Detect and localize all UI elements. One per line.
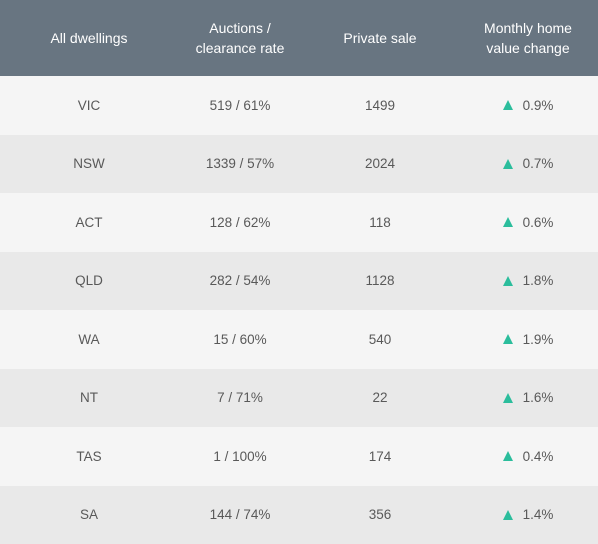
triangle-up-icon	[502, 509, 513, 520]
state-cell: QLD	[75, 273, 103, 289]
value-change-cell: 1.6%	[458, 390, 598, 406]
value-change-cell: 0.6%	[458, 215, 598, 231]
auctions-cell: 282 / 54%	[209, 273, 271, 289]
triangle-up-icon	[502, 100, 513, 110]
state-cell: SA	[79, 507, 98, 523]
value-change-cell: 0.7%	[458, 156, 598, 172]
table-row: TAS 1 / 100% 174 0.4%	[0, 427, 598, 486]
value-change-text: 0.4%	[522, 448, 554, 464]
auctions-cell: 128 / 62%	[209, 214, 271, 230]
state-cell: VIC	[77, 97, 101, 113]
value-change-text: 1.4%	[522, 507, 554, 522]
value-change-text: 1.8%	[522, 273, 554, 288]
triangle-up-icon	[502, 392, 513, 403]
private-sale-cell: 1128	[365, 273, 395, 289]
table-row: VIC 519 / 61% 1499 0.9%	[0, 76, 598, 135]
private-sale-cell: 1499	[364, 97, 396, 113]
table-row: WA 15 / 60% 540 1.9%	[0, 310, 598, 369]
auctions-cell: 7 / 71%	[217, 390, 263, 406]
table-header: All dwellings Auctions / clearance rate …	[0, 0, 598, 76]
value-change-cell: 1.4%	[458, 507, 598, 523]
private-sale-cell: 540	[368, 331, 392, 347]
header-all-dwellings: All dwellings	[50, 30, 128, 46]
private-sale-cell: 22	[372, 390, 388, 406]
state-cell: TAS	[76, 448, 102, 464]
auctions-cell: 144 / 74%	[209, 507, 271, 523]
value-change-cell: 0.9%	[458, 98, 598, 114]
header-private-sale: Private sale	[343, 30, 417, 46]
header-value-change: Monthly home value change	[458, 18, 598, 58]
value-change-text: 0.7%	[522, 156, 554, 171]
header-auctions-line1: Auctions /	[209, 20, 271, 36]
value-change-text: 1.9%	[522, 331, 554, 347]
value-change-text: 0.6%	[522, 214, 554, 230]
header-auctions: Auctions / clearance rate	[178, 18, 302, 58]
state-cell: NSW	[73, 156, 105, 172]
auctions-cell: 15 / 60%	[213, 331, 267, 347]
table-row: SA 144 / 74% 356 1.4%	[0, 485, 598, 544]
private-sale-cell: 174	[368, 448, 392, 464]
header-auctions-line2: clearance rate	[195, 40, 285, 56]
header-change-line1: Monthly home	[484, 20, 572, 36]
auctions-cell: 519 / 61%	[209, 97, 271, 113]
private-sale-cell: 356	[368, 507, 392, 523]
triangle-up-icon	[502, 275, 513, 286]
header-change-line2: value change	[486, 40, 570, 56]
table-row: NSW 1339 / 57% 2024 0.7%	[0, 134, 598, 193]
triangle-up-icon	[502, 451, 513, 461]
state-cell: ACT	[75, 214, 103, 230]
state-cell: NT	[80, 390, 98, 406]
value-change-text: 1.6%	[522, 390, 554, 405]
state-cell: WA	[78, 331, 100, 347]
auctions-cell: 1339 / 57%	[205, 156, 275, 172]
auctions-cell: 1 / 100%	[213, 448, 267, 464]
value-change-text: 0.9%	[522, 97, 554, 113]
private-sale-cell: 2024	[364, 156, 396, 172]
triangle-up-icon	[502, 334, 513, 344]
triangle-up-icon	[502, 217, 513, 227]
value-change-cell: 0.4%	[458, 449, 598, 465]
table-row: NT 7 / 71% 22 1.6%	[0, 368, 598, 427]
table-row: ACT 128 / 62% 118 0.6%	[0, 193, 598, 252]
private-sale-cell: 118	[369, 214, 391, 230]
triangle-up-icon	[502, 158, 513, 169]
table-row: QLD 282 / 54% 1128 1.8%	[0, 251, 598, 310]
value-change-cell: 1.9%	[458, 332, 598, 348]
value-change-cell: 1.8%	[458, 273, 598, 289]
